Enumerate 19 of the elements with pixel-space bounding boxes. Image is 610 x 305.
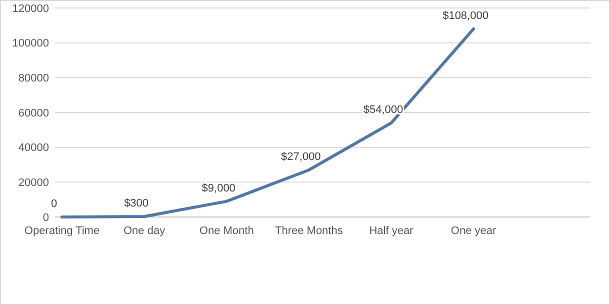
data-label: 0 [50,198,58,210]
y-tick-label: 80000 [18,72,49,85]
x-tick-label: Three Months [274,225,344,237]
x-tick-label: One day [124,225,166,237]
y-tick-label: 0 [42,212,49,224]
x-tick-label: Half year [369,225,414,237]
data-label: $27,000 [281,150,321,163]
y-tick-label: 20000 [18,177,49,190]
y-tick-label: 100000 [12,38,49,50]
y-tick-label: 40000 [18,142,49,154]
x-tick-label: One year [450,225,496,237]
x-tick-label: Operating Time [24,225,100,237]
data-label: $108,000 [442,10,488,22]
line-series [60,27,476,218]
y-tick-label: 120000 [12,2,49,15]
x-tick-label: One Month [199,225,254,237]
y-tick-label: 60000 [18,107,49,120]
data-label: $9,000 [202,182,236,194]
data-label: $300 [124,197,149,210]
